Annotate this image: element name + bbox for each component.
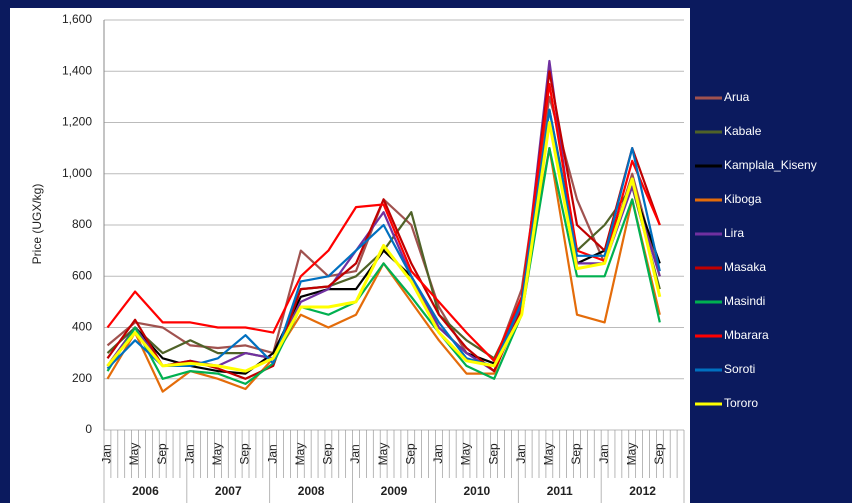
x-tick-label: Sep (155, 443, 169, 465)
series-line (106, 147, 661, 385)
x-tick-label: Sep (403, 443, 417, 465)
y-tick-label: 1,000 (62, 166, 92, 180)
y-tick-label: 0 (85, 422, 92, 436)
x-tick-label: Jan (514, 444, 528, 463)
x-tick-label: May (293, 443, 307, 466)
x-tick-label: Jan (265, 444, 279, 463)
series-line (106, 83, 661, 362)
x-tick-label: Sep (569, 443, 583, 465)
y-tick-label: 200 (72, 371, 92, 385)
x-tick-label: Jan (182, 444, 196, 463)
legend-text: Masaka (724, 260, 766, 274)
legend-text: Tororo (724, 396, 758, 410)
legend-text: Mbarara (724, 328, 769, 342)
x-tick-label: Jan (348, 444, 362, 463)
x-group-label: 2009 (381, 484, 408, 498)
x-tick-label: Jan (100, 444, 114, 463)
legend-text: Kamplala_Kiseny (724, 158, 817, 172)
x-tick-label: May (376, 443, 390, 466)
y-tick-label: 1,200 (62, 115, 92, 129)
x-group-label: 2008 (298, 484, 325, 498)
x-tick-label: Sep (321, 443, 335, 465)
x-tick-label: May (459, 443, 473, 466)
x-tick-label: Sep (652, 443, 666, 465)
x-group-label: 2006 (132, 484, 159, 498)
x-tick-label: May (624, 443, 638, 466)
y-tick-label: 400 (72, 320, 92, 334)
y-tick-label: 800 (72, 217, 92, 231)
y-axis-label: Price (UGX/kg) (30, 184, 44, 265)
x-tick-label: May (127, 443, 141, 466)
x-tick-label: Jan (431, 444, 445, 463)
x-tick-label: May (542, 443, 556, 466)
series-line (106, 121, 662, 373)
x-tick-label: Jan (597, 444, 611, 463)
legend-text: Arua (724, 90, 750, 104)
x-group-label: 2011 (547, 484, 573, 498)
x-group-label: 2007 (215, 484, 242, 498)
legend-text: Kiboga (724, 192, 762, 206)
y-tick-label: 600 (72, 268, 92, 282)
x-group-label: 2012 (629, 484, 656, 498)
legend-text: Masindi (724, 294, 765, 308)
x-tick-label: May (210, 443, 224, 466)
legend-text: Soroti (724, 362, 755, 376)
x-tick-label: Sep (238, 443, 252, 465)
legend-text: Kabale (724, 124, 762, 138)
x-tick-label: Sep (486, 443, 500, 465)
y-tick-label: 1,600 (62, 12, 92, 26)
y-tick-label: 1,400 (62, 63, 92, 77)
legend-text: Lira (724, 226, 744, 240)
x-group-label: 2010 (464, 484, 491, 498)
